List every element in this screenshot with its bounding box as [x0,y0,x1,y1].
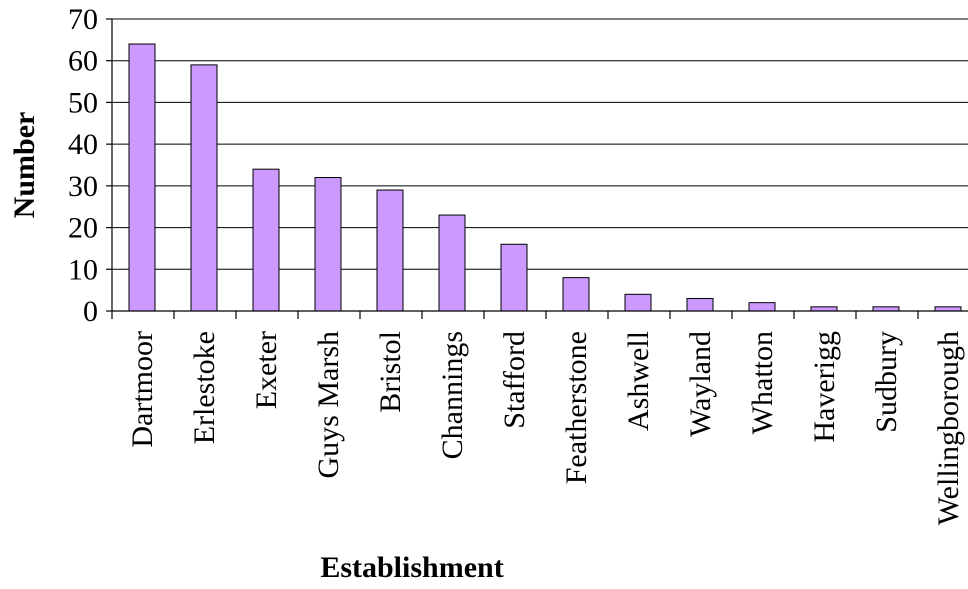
y-tick-label: 60 [68,45,98,78]
y-tick-labels: 0 10 20 30 40 50 60 70 [68,3,98,328]
y-tick-label: 10 [68,253,98,286]
bar-erlestoke [190,64,218,312]
bar-channings [438,214,466,312]
x-axis-title: Establishment [320,551,503,584]
x-category-label: Whatton [746,331,779,434]
y-tick-label: 40 [68,128,98,161]
y-axis-title: Number [8,112,41,219]
x-category-label: Wayland [684,331,717,437]
bar-whatton [748,302,776,312]
bar-wellingborough [934,306,962,312]
y-tick-label: 50 [68,86,98,119]
axes [106,18,968,319]
bar-guys-marsh [314,177,342,312]
y-tick-label: 0 [83,295,98,328]
x-category-label: Exeter [250,331,283,409]
y-tick-label: 30 [68,170,98,203]
bar-wayland [686,297,714,312]
x-category-label: Erlestoke [188,331,221,444]
bar-stafford [500,243,528,312]
bar-sudbury [872,306,900,312]
x-category-label: Dartmoor [126,331,159,448]
x-category-label: Bristol [374,331,407,413]
bar-featherstone [562,277,590,312]
bars [128,43,962,312]
y-tick-label: 70 [68,3,98,36]
bar-exeter [252,168,280,312]
x-category-label: Ashwell [622,331,655,431]
x-category-label: Guys Marsh [312,331,345,479]
gridlines [112,18,968,270]
x-category-label: Wellingborough [932,331,965,525]
x-category-labels: Dartmoor Erlestoke Exeter Guys Marsh Bristol… [126,331,965,525]
x-category-label: Sudbury [870,331,903,433]
bar-haverigg [810,306,838,312]
bar-ashwell [624,293,652,312]
y-tick-label: 20 [68,212,98,245]
bar-dartmoor [128,43,156,312]
bar-bristol [376,189,404,312]
x-category-label: Featherstone [560,331,593,484]
x-category-label: Stafford [498,331,531,429]
x-category-label: Channings [436,331,469,459]
x-category-label: Haverigg [808,331,841,443]
